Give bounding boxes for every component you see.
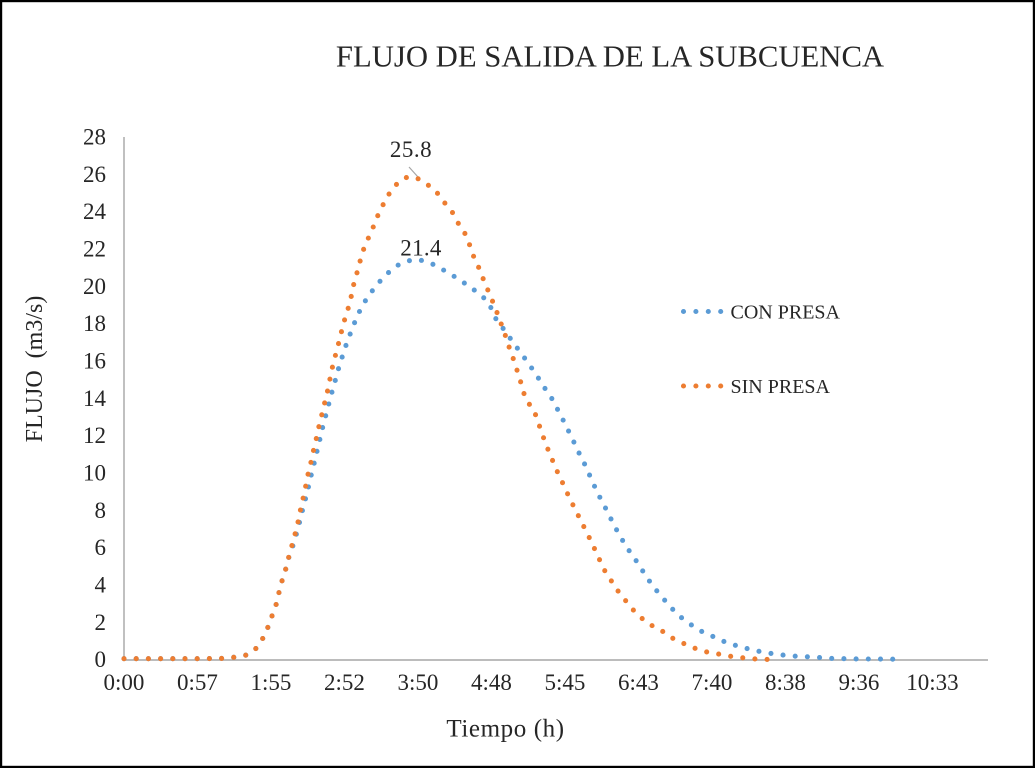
svg-text:8:38: 8:38 bbox=[765, 670, 806, 695]
svg-text:2:52: 2:52 bbox=[324, 670, 365, 695]
svg-text:3:50: 3:50 bbox=[398, 670, 439, 695]
svg-text:1:55: 1:55 bbox=[251, 670, 292, 695]
svg-text:4: 4 bbox=[95, 573, 107, 598]
svg-text:0:00: 0:00 bbox=[104, 670, 145, 695]
svg-text:21.4: 21.4 bbox=[400, 236, 442, 261]
svg-text:SIN PRESA: SIN PRESA bbox=[731, 376, 831, 398]
svg-text:CON PRESA: CON PRESA bbox=[731, 302, 841, 324]
svg-text:10:33: 10:33 bbox=[906, 670, 958, 695]
svg-text:Tiempo (h): Tiempo (h) bbox=[446, 716, 564, 743]
svg-text:FLUJO DE SALIDA DE LA SUBCUENC: FLUJO DE SALIDA DE LA SUBCUENCA bbox=[336, 40, 884, 74]
svg-text:9:36: 9:36 bbox=[839, 670, 880, 695]
svg-text:28: 28 bbox=[83, 125, 106, 150]
svg-text:4:48: 4:48 bbox=[471, 670, 512, 695]
svg-text:8: 8 bbox=[95, 498, 107, 523]
svg-text:6: 6 bbox=[95, 535, 107, 560]
svg-text:25.8: 25.8 bbox=[390, 137, 432, 162]
svg-text:22: 22 bbox=[83, 237, 106, 262]
svg-text:26: 26 bbox=[83, 162, 106, 187]
svg-text:0: 0 bbox=[95, 647, 107, 672]
svg-text:24: 24 bbox=[83, 199, 107, 224]
svg-text:6:43: 6:43 bbox=[618, 670, 659, 695]
svg-text:20: 20 bbox=[83, 274, 106, 299]
svg-text:7:40: 7:40 bbox=[692, 670, 733, 695]
svg-text:18: 18 bbox=[83, 311, 106, 336]
svg-text:10: 10 bbox=[83, 461, 106, 486]
svg-text:16: 16 bbox=[83, 349, 106, 374]
svg-text:0:57: 0:57 bbox=[177, 670, 218, 695]
svg-text:2: 2 bbox=[95, 610, 107, 635]
svg-text:14: 14 bbox=[83, 386, 107, 411]
svg-text:5:45: 5:45 bbox=[545, 670, 586, 695]
svg-text:12: 12 bbox=[83, 423, 106, 448]
svg-text:FLUJO (m3/s): FLUJO (m3/s) bbox=[22, 296, 48, 443]
